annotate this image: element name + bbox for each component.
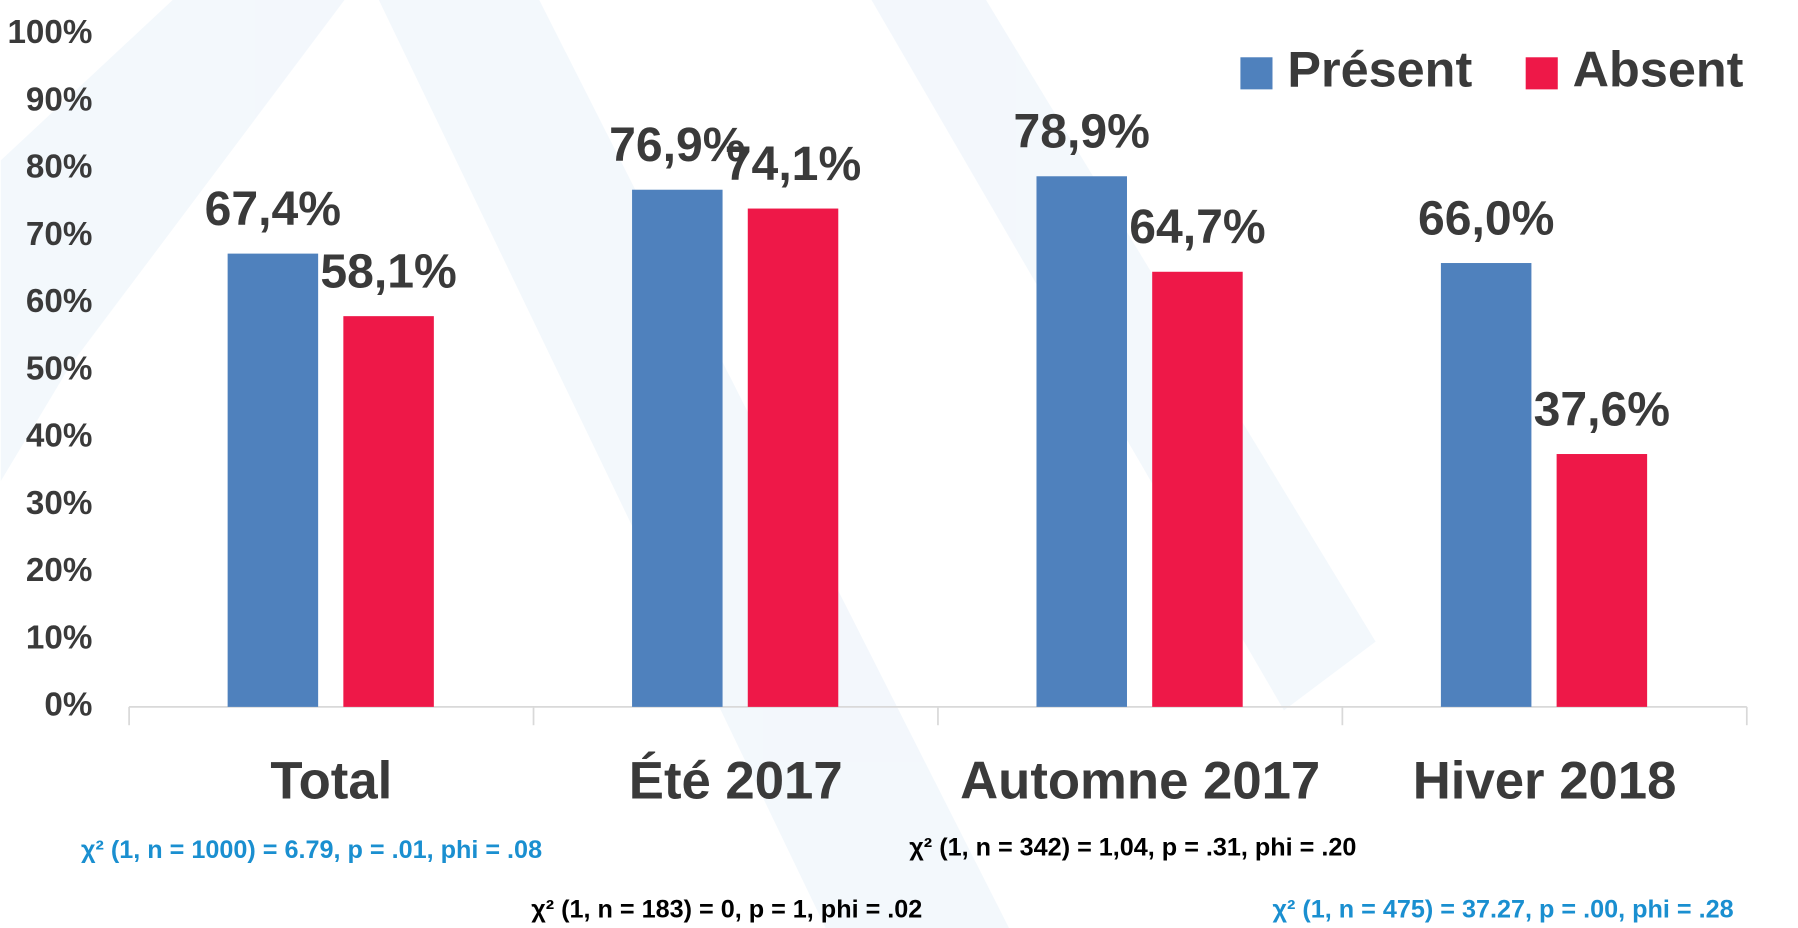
x-tick-label: Automne 2017 — [960, 752, 1320, 811]
annotation: χ² (1, n = 183) = 0, p = 1, phi = .02 — [531, 895, 922, 923]
y-tick-label: 40% — [26, 418, 93, 455]
legend-label: Absent — [1573, 41, 1744, 98]
annotation: χ² (1, n = 342) = 1,04, p = .31, phi = .… — [909, 834, 1356, 862]
x-tick-label: Total — [270, 752, 392, 811]
y-tick-label: 20% — [26, 552, 93, 589]
y-tick-label: 100% — [7, 14, 92, 51]
annotation: χ² (1, n = 475) = 37.27, p = .00, phi = … — [1272, 895, 1733, 923]
bar — [343, 316, 434, 707]
y-tick-label: 70% — [26, 216, 93, 253]
legend-swatch — [1240, 57, 1273, 90]
y-tick-label: 90% — [26, 81, 93, 118]
data-label: 66,0% — [1418, 191, 1554, 245]
data-label: 58,1% — [320, 245, 456, 299]
bar — [1440, 263, 1532, 707]
data-label: 37,6% — [1534, 382, 1670, 436]
y-tick-label: 30% — [26, 485, 93, 522]
y-tick-label: 80% — [26, 149, 93, 186]
y-tick-label: 0% — [44, 687, 92, 724]
x-tick-label: Hiver 2018 — [1413, 752, 1677, 811]
data-label: 74,1% — [725, 137, 861, 191]
bar — [632, 189, 723, 707]
legend-label: Présent — [1287, 41, 1472, 98]
x-tick-label: Été 2017 — [629, 752, 843, 811]
y-tick-label: 50% — [26, 350, 93, 387]
y-tick-label: 10% — [26, 619, 93, 656]
bar — [1152, 271, 1243, 707]
annotation: χ² (1, n = 1000) = 6.79, p = .01, phi = … — [81, 836, 542, 864]
bar — [747, 208, 839, 707]
data-label: 76,9% — [609, 118, 745, 172]
data-label: 64,7% — [1129, 200, 1265, 254]
bar — [1036, 176, 1127, 707]
bar — [227, 253, 319, 707]
y-tick-label: 60% — [26, 283, 93, 320]
data-label: 78,9% — [1014, 105, 1150, 159]
bar — [1556, 454, 1648, 707]
legend-swatch — [1525, 57, 1558, 90]
data-label: 67,4% — [205, 182, 341, 236]
